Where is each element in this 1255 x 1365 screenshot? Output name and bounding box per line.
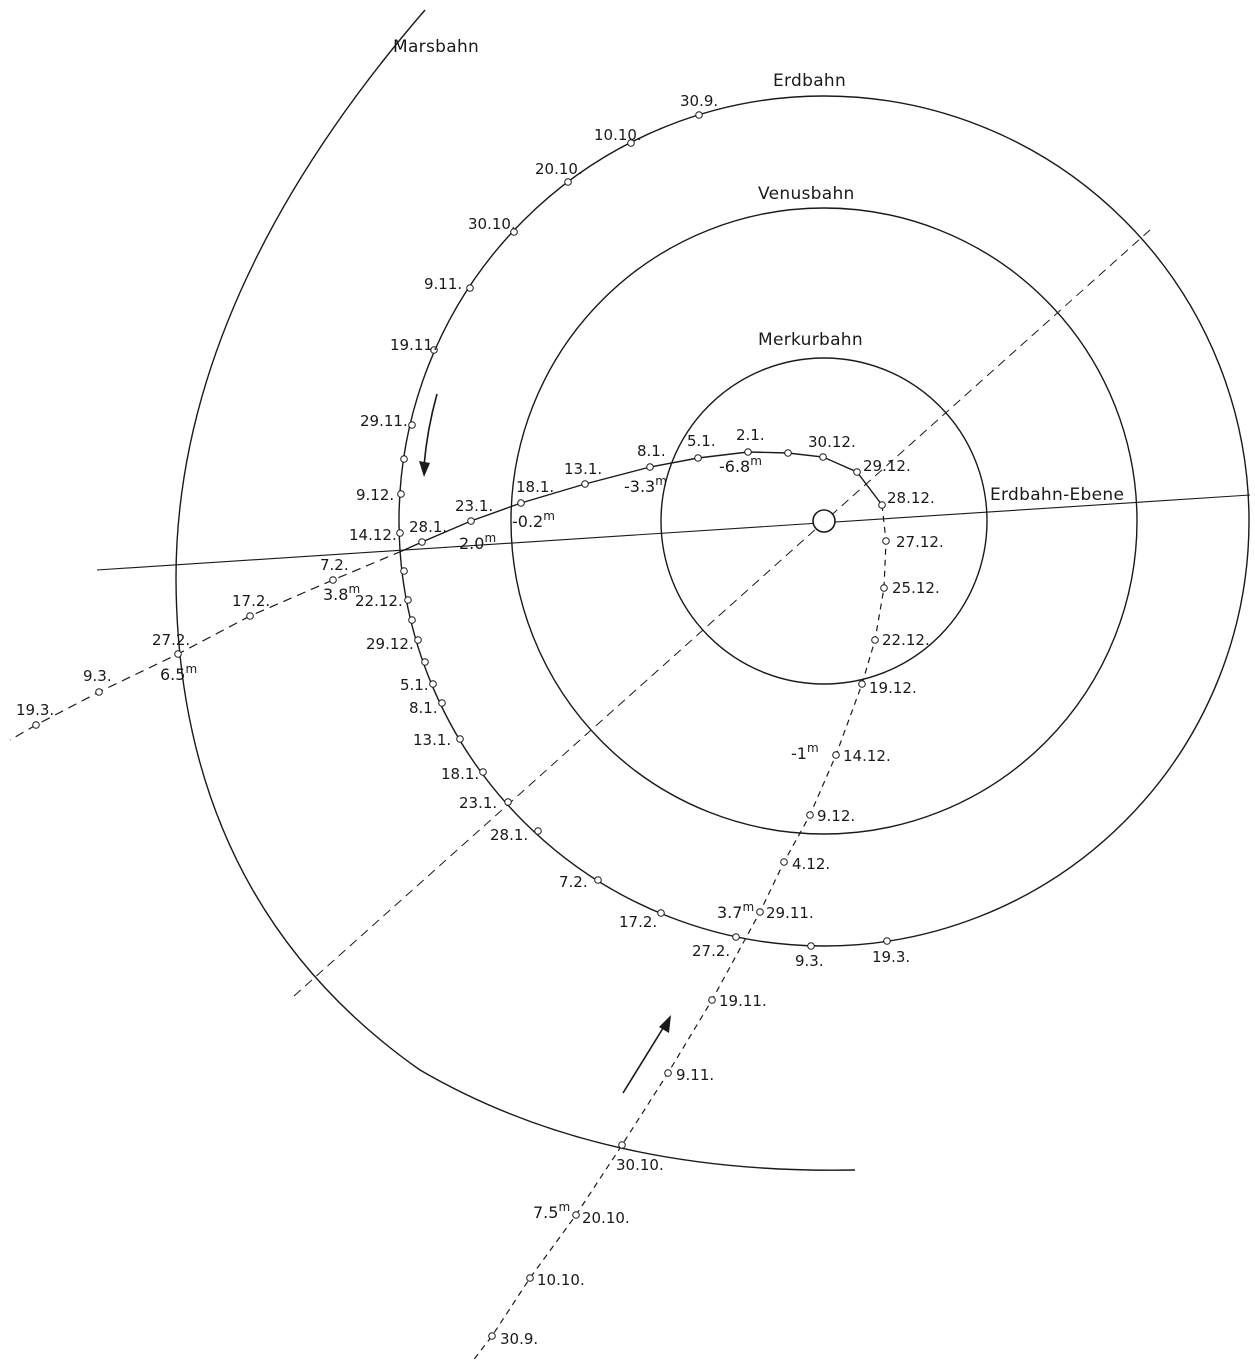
venus-orbit: [510, 207, 1138, 835]
comet-path-left: [9, 550, 403, 741]
mercury-orbit-label: Merkurbahn: [758, 330, 863, 350]
earth-date-label: 19.11.: [390, 336, 438, 354]
venus-orbit-label: Venusbahn: [758, 184, 855, 204]
diagonal-dashed-line: [293, 229, 1151, 997]
earth-date-label: 17.2.: [619, 913, 657, 931]
comet-dots: [32, 448, 890, 1340]
comet-date-label: 2.1.: [736, 426, 765, 444]
earth-date-label: 29.11.: [360, 412, 408, 430]
earth-date-label: 13.1.: [413, 731, 451, 749]
earth-date-label: 27.2.: [692, 942, 730, 960]
comet-date-label: 30.12.: [808, 433, 856, 451]
earth-date-label: 19.3.: [872, 948, 910, 966]
earth-date-label: 23.1.: [459, 794, 497, 812]
magnitude-label: 3.8m: [323, 582, 360, 604]
comet-date-label: 18.1.: [516, 478, 554, 496]
earth-date-label: 7.2.: [559, 873, 588, 891]
comet-date-label: 10.10.: [537, 1271, 585, 1289]
earth-dots: [396, 111, 891, 950]
magnitude-label: -3.3m: [624, 474, 667, 496]
magnitude-label: 3.7m: [717, 900, 754, 922]
sun: [812, 509, 836, 533]
comet-date-label: 30.9.: [500, 1330, 538, 1348]
comet-date-label: 19.3.: [16, 701, 54, 719]
magnitude-label: 7.5m: [533, 1200, 570, 1222]
comet-date-label: 25.12.: [892, 579, 940, 597]
earth-date-label: 9.3.: [795, 952, 824, 970]
magnitude-label: 6.5m: [160, 662, 197, 684]
earth-date-label: 9.12.: [356, 486, 394, 504]
earth-date-label: 28.1.: [490, 826, 528, 844]
mars-orbit: [175, 9, 856, 1171]
comet-date-label: 27.2.: [152, 631, 190, 649]
comet-date-label: 7.2.: [320, 556, 349, 574]
comet-date-label: 28.1.: [409, 518, 447, 536]
comet-upper-date-labels: 28.1. 23.1. 18.1. 13.1. 8.1. 5.1. 2.1. 3…: [409, 426, 935, 536]
comet-date-label: 9.3.: [83, 667, 112, 685]
comet-date-label: 14.12.: [843, 747, 891, 765]
earth-date-label: 30.9.: [680, 92, 718, 110]
earth-date-label: 18.1.: [441, 765, 479, 783]
comet-date-label: 8.1.: [637, 442, 666, 460]
earth-date-label: 5.1.: [400, 676, 429, 694]
comet-date-label: 9.12.: [817, 807, 855, 825]
comet-date-label: 28.12.: [887, 489, 935, 507]
magnitude-label: 2.0m: [459, 531, 496, 553]
comet-date-label: 30.10.: [616, 1156, 664, 1174]
comet-date-label: 17.2.: [232, 592, 270, 610]
magnitude-labels: -6.8m -3.3m -0.2m 2.0m 3.8m 6.5m -1m 3.7…: [160, 454, 819, 1222]
arrow-icon-down: [419, 393, 438, 477]
magnitude-label: -1m: [791, 741, 819, 763]
comet-path-dashed: [471, 504, 887, 1363]
comet-date-label: 29.11.: [766, 904, 814, 922]
earth-date-label: 8.1.: [409, 699, 438, 717]
ecliptic-label: Erdbahn-Ebene: [990, 485, 1124, 505]
ecliptic-line: [96, 494, 1251, 571]
comet-date-label: 19.12.: [869, 679, 917, 697]
comet-left-date-labels: 7.2. 17.2. 27.2. 9.3. 19.3.: [16, 556, 349, 719]
comet-lower-date-labels: 27.12. 25.12. 22.12. 19.12. 14.12. 9.12.…: [500, 533, 944, 1348]
comet-date-label: 19.11.: [719, 992, 767, 1010]
earth-date-label: 30.10.: [468, 215, 516, 233]
comet-date-label: 27.12.: [896, 533, 944, 551]
comet-date-label: 5.1.: [687, 432, 716, 450]
earth-date-label: 14.12.: [349, 526, 397, 544]
comet-path-solid: [401, 451, 883, 552]
earth-date-labels: 30.9. 10.10. 20.10. 30.10. 9.11. 19.11. …: [349, 92, 910, 970]
earth-orbit-label: Erdbahn: [773, 71, 846, 91]
mars-orbit-label: Marsbahn: [393, 37, 479, 57]
earth-orbit: [398, 95, 1250, 947]
comet-date-label: 20.10.: [582, 1209, 630, 1227]
magnitude-label: -6.8m: [719, 454, 762, 476]
comet-date-label: 22.12.: [882, 631, 930, 649]
arrow-icon-up: [622, 1015, 671, 1094]
magnitude-label: -0.2m: [512, 509, 555, 531]
earth-date-label: 29.12.: [366, 635, 414, 653]
comet-date-label: 23.1.: [455, 497, 493, 515]
mercury-orbit: [660, 357, 988, 685]
comet-date-label: 13.1.: [564, 460, 602, 478]
comet-date-label: 9.11.: [676, 1066, 714, 1084]
earth-date-label: 9.11.: [424, 275, 462, 293]
comet-date-label: 4.12.: [792, 855, 830, 873]
earth-date-label: 20.10.: [535, 160, 583, 178]
comet-date-label: 29.12.: [863, 457, 911, 475]
earth-date-label: 10.10.: [594, 126, 642, 144]
earth-date-label: 22.12.: [355, 592, 403, 610]
